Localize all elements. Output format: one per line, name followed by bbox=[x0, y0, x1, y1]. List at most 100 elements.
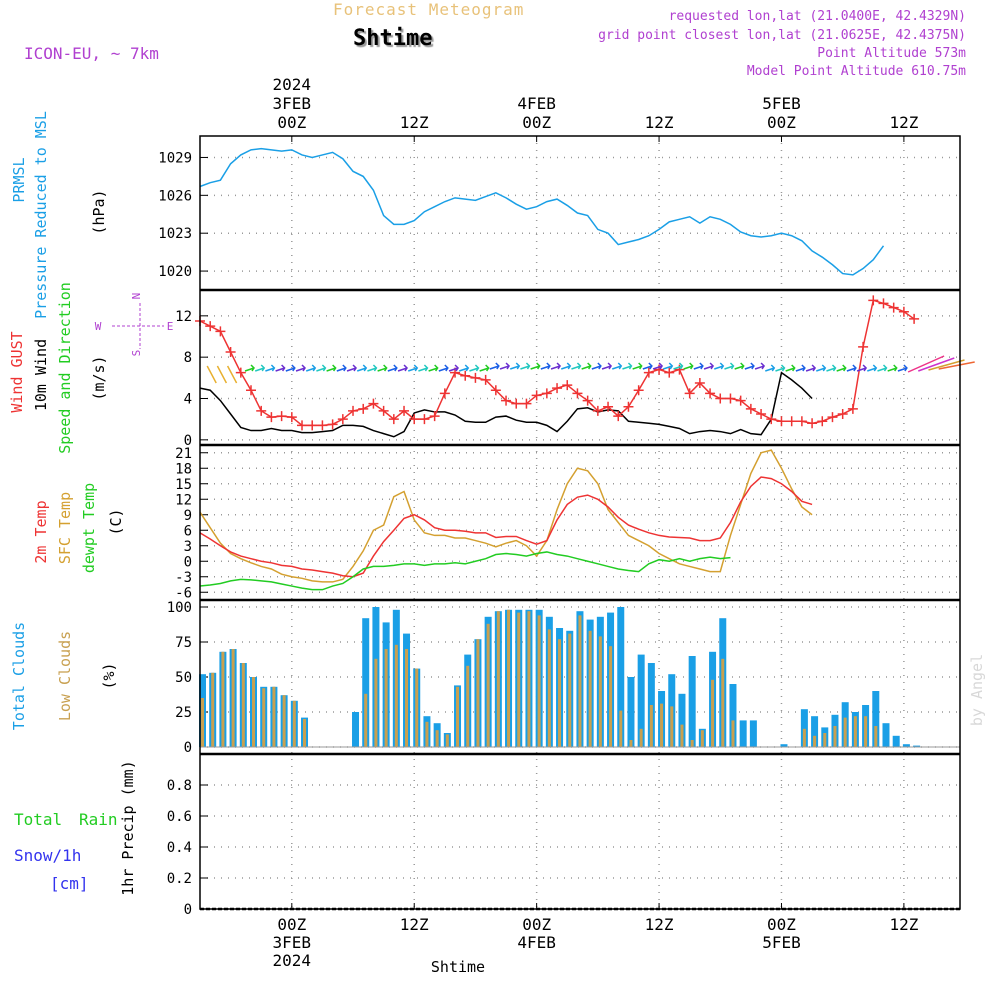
low-cloud-bar bbox=[823, 733, 827, 747]
gridpoint-coords: grid point closest lon,lat (21.0625E, 42… bbox=[598, 28, 966, 43]
top-year-label: 2024 bbox=[273, 75, 312, 94]
wind-arrow bbox=[448, 364, 459, 372]
wind-arrow bbox=[877, 364, 888, 372]
low-clouds-label: Low Clouds bbox=[56, 631, 74, 721]
low-cloud-bar bbox=[639, 728, 643, 747]
grid-lines: 102010231026102904812-6-3036912151821025… bbox=[158, 136, 960, 918]
ytick-label: 0.6 bbox=[167, 809, 192, 825]
low-cloud-bar bbox=[405, 649, 409, 747]
top-time-label: 00Z bbox=[767, 113, 796, 132]
total-cloud-bar bbox=[872, 691, 880, 747]
temp-unit-label: (C) bbox=[107, 508, 125, 535]
ytick-label: 3 bbox=[184, 539, 192, 555]
low-cloud-bar bbox=[864, 716, 868, 747]
wind-arrow bbox=[540, 362, 551, 370]
gust-marker bbox=[490, 385, 501, 396]
gust-marker bbox=[399, 405, 410, 416]
wind-arrow bbox=[316, 364, 327, 372]
clouds-unit-label: (%) bbox=[100, 662, 118, 689]
ytick-label: 0 bbox=[184, 902, 192, 918]
precip-rain-label: Rain bbox=[79, 810, 118, 829]
dewpt-line bbox=[199, 551, 731, 591]
ytick-label: 50 bbox=[175, 670, 192, 686]
wind-arrow bbox=[918, 357, 955, 372]
gust-marker bbox=[460, 370, 471, 381]
low-cloud-bar bbox=[466, 665, 470, 747]
gust-marker bbox=[909, 313, 920, 324]
gust-line bbox=[199, 299, 915, 427]
wind-arrow bbox=[418, 364, 429, 372]
low-cloud-bar bbox=[364, 693, 368, 747]
low-cloud-bar bbox=[394, 644, 398, 747]
wind-arrow bbox=[938, 361, 975, 370]
wind-arrow bbox=[703, 362, 715, 370]
low-cloud-bar bbox=[231, 649, 235, 747]
total-cloud-bar bbox=[882, 723, 890, 747]
gust-label: Wind GUST bbox=[8, 331, 26, 412]
gust-marker bbox=[735, 395, 746, 406]
compass-w: W bbox=[95, 320, 102, 333]
ytick-label: -6 bbox=[175, 585, 192, 601]
model-label: ICON-EU, ~ 7km bbox=[24, 44, 159, 63]
gust-marker bbox=[307, 420, 318, 431]
wind-arrow bbox=[469, 364, 480, 372]
low-cloud-bar bbox=[537, 615, 541, 747]
low-cloud-bar bbox=[813, 735, 817, 747]
pressure-line bbox=[199, 147, 885, 276]
ytick-label: 0.4 bbox=[167, 840, 192, 856]
gust-marker bbox=[521, 398, 532, 409]
bottom-time-label: 12Z bbox=[645, 915, 674, 934]
cloud-bars bbox=[199, 607, 960, 748]
gust-marker bbox=[786, 416, 797, 427]
low-cloud-bar bbox=[435, 730, 439, 747]
low-cloud-bar bbox=[619, 710, 623, 747]
model-altitude: Model Point Altitude 610.75m bbox=[746, 64, 966, 79]
gust-marker bbox=[552, 383, 563, 394]
ytick-label: 0 bbox=[184, 740, 192, 756]
ytick-label: 18 bbox=[175, 461, 192, 477]
gust-marker bbox=[745, 403, 756, 414]
wind-arrow bbox=[612, 362, 623, 370]
bottom-date-label: 3FEB bbox=[273, 933, 312, 952]
bottom-time-label: 00Z bbox=[522, 915, 551, 934]
ytick-label: 8 bbox=[184, 350, 192, 366]
wind-arrow bbox=[856, 364, 868, 372]
wind-arrow bbox=[601, 362, 613, 370]
gust-marker bbox=[531, 390, 542, 401]
total-cloud-bar bbox=[637, 654, 645, 747]
prmsl-label: PRMSL bbox=[10, 157, 28, 202]
compass-e: E bbox=[167, 320, 174, 333]
gust-marker bbox=[715, 393, 726, 404]
gust-marker bbox=[756, 409, 767, 419]
point-altitude: Point Altitude 573m bbox=[817, 46, 966, 61]
chart-outline bbox=[199, 135, 961, 910]
low-cloud-bar bbox=[731, 720, 735, 747]
wind-arrow bbox=[785, 364, 796, 372]
gust-marker bbox=[888, 302, 899, 313]
wind-arrow bbox=[295, 364, 306, 372]
gust-marker bbox=[807, 418, 818, 429]
precip-total-label: Total bbox=[14, 810, 62, 829]
bottom-time-label: 12Z bbox=[889, 915, 918, 934]
low-cloud-bar bbox=[262, 688, 266, 747]
total-clouds-label: Total Clouds bbox=[10, 622, 28, 730]
gust-marker bbox=[256, 405, 267, 416]
wind-arrow bbox=[581, 362, 592, 370]
wind-arrow bbox=[591, 362, 602, 370]
total-cloud-bar bbox=[678, 693, 686, 747]
low-cloud-bar bbox=[853, 716, 857, 747]
top-date-label: 3FEB bbox=[273, 94, 312, 113]
low-cloud-bar bbox=[374, 658, 378, 747]
gust-marker bbox=[541, 388, 552, 399]
precip-unit-label: 1hr Precip (mm) bbox=[119, 760, 137, 895]
top-time-label: 00Z bbox=[522, 113, 551, 132]
wind-arrow bbox=[438, 364, 449, 372]
low-cloud-bar bbox=[486, 623, 490, 747]
total-cloud-bar bbox=[892, 735, 900, 747]
wind-arrow bbox=[816, 364, 827, 372]
pressure-unit-label: (hPa) bbox=[90, 189, 108, 234]
low-cloud-bar bbox=[456, 686, 460, 747]
wind-arrow bbox=[754, 362, 766, 370]
ytick-label: 0.2 bbox=[167, 871, 192, 887]
